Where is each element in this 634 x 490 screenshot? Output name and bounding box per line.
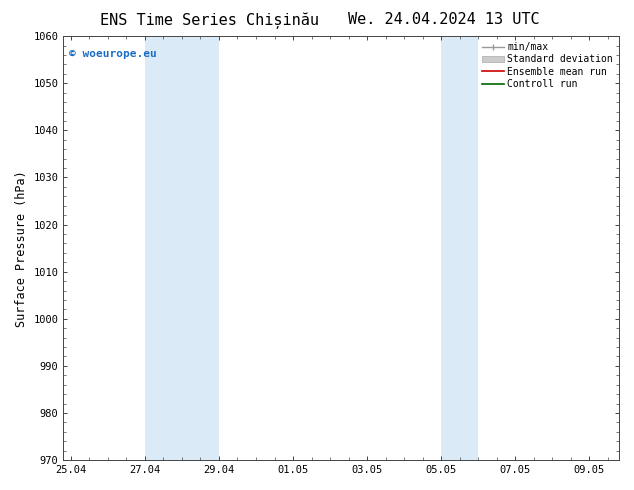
Y-axis label: Surface Pressure (hPa): Surface Pressure (hPa)	[15, 170, 28, 326]
Text: ENS Time Series Chișinău: ENS Time Series Chișinău	[100, 12, 319, 29]
Text: We. 24.04.2024 13 UTC: We. 24.04.2024 13 UTC	[348, 12, 540, 27]
Text: © woeurope.eu: © woeurope.eu	[69, 49, 157, 59]
Legend: min/max, Standard deviation, Ensemble mean run, Controll run: min/max, Standard deviation, Ensemble me…	[478, 38, 617, 93]
Bar	[441, 36, 478, 460]
Bar	[145, 36, 219, 460]
